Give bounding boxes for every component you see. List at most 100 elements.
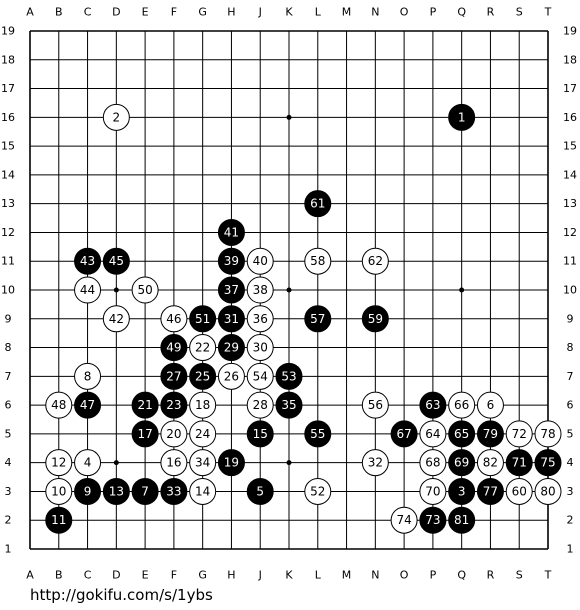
stone: [45, 477, 73, 505]
stone: [189, 477, 217, 505]
row-label: 12: [563, 226, 577, 239]
move-number: 47: [80, 398, 95, 412]
column-label: N: [371, 6, 379, 19]
move-number: 32: [368, 456, 383, 470]
move-number: 46: [166, 312, 181, 326]
stone: [246, 362, 274, 390]
move-number: 3: [458, 484, 466, 498]
stone: [361, 305, 389, 333]
stone: [102, 103, 130, 131]
move-number: 57: [310, 312, 325, 326]
column-label: J: [258, 569, 262, 582]
column-label: C: [84, 6, 92, 19]
move-number: 33: [166, 484, 181, 498]
row-label: 11: [1, 255, 15, 268]
column-label: P: [430, 6, 437, 19]
move-number: 2: [113, 110, 121, 124]
move-number: 78: [540, 427, 555, 441]
stone: [131, 420, 159, 448]
stone: [160, 362, 188, 390]
stone: [160, 449, 188, 477]
stone: [160, 391, 188, 419]
stone: [275, 391, 303, 419]
stone: [246, 247, 274, 275]
move-number: 50: [137, 283, 152, 297]
move-number: 68: [425, 456, 440, 470]
move-number: 13: [109, 484, 124, 498]
column-label: O: [400, 569, 409, 582]
column-label: K: [285, 569, 293, 582]
column-label: Q: [457, 6, 466, 19]
column-label: L: [315, 569, 322, 582]
move-number: 38: [253, 283, 268, 297]
stone: [246, 391, 274, 419]
stone: [419, 420, 447, 448]
stone: [361, 449, 389, 477]
row-label: 2: [5, 514, 12, 527]
move-number: 65: [454, 427, 469, 441]
stone: [217, 334, 245, 362]
stone: [217, 305, 245, 333]
row-label: 7: [567, 370, 574, 383]
stone: [217, 218, 245, 246]
row-label: 13: [1, 197, 15, 210]
move-number: 8: [84, 369, 92, 383]
move-number: 17: [137, 427, 152, 441]
move-number: 62: [368, 254, 383, 268]
stone: [476, 391, 504, 419]
stone: [534, 420, 562, 448]
row-label: 8: [567, 341, 574, 354]
stone: [217, 276, 245, 304]
move-number: 80: [540, 484, 555, 498]
move-number: 34: [195, 456, 210, 470]
column-label: M: [342, 569, 352, 582]
stone: [217, 449, 245, 477]
stone: [390, 420, 418, 448]
stone: [102, 247, 130, 275]
move-number: 23: [166, 398, 181, 412]
column-label: D: [112, 569, 120, 582]
move-number: 4: [84, 456, 92, 470]
move-number: 42: [109, 312, 124, 326]
stone: [505, 449, 533, 477]
move-number: 61: [310, 197, 325, 211]
move-number: 14: [195, 484, 210, 498]
column-label: E: [142, 569, 149, 582]
move-number: 55: [310, 427, 325, 441]
move-number: 45: [109, 254, 124, 268]
row-label: 19: [1, 25, 15, 38]
stone: [419, 506, 447, 534]
column-label: A: [26, 6, 34, 19]
star-point: [286, 287, 292, 293]
move-number: 7: [141, 484, 149, 498]
stone: [160, 420, 188, 448]
column-label: H: [227, 6, 235, 19]
row-label: 14: [563, 168, 577, 181]
stone: [45, 506, 73, 534]
stone: [189, 305, 217, 333]
move-number: 44: [80, 283, 95, 297]
row-label: 4: [567, 456, 574, 469]
stone: [448, 391, 476, 419]
move-number: 54: [253, 369, 268, 383]
column-label: F: [171, 569, 177, 582]
move-number: 31: [224, 312, 239, 326]
board-grid: [29, 30, 549, 550]
column-label: G: [198, 6, 207, 19]
star-point: [286, 460, 292, 466]
source-url: http://gokifu.com/s/1ybs: [30, 586, 213, 604]
column-label: G: [198, 569, 207, 582]
column-label: L: [315, 6, 322, 19]
stone: [74, 477, 102, 505]
stone: [131, 391, 159, 419]
star-point: [286, 114, 292, 120]
stone: [448, 506, 476, 534]
move-number: 10: [51, 484, 66, 498]
move-number: 53: [281, 369, 296, 383]
column-label: R: [487, 569, 495, 582]
stone: [448, 477, 476, 505]
row-label: 15: [1, 140, 15, 153]
stone: [476, 477, 504, 505]
